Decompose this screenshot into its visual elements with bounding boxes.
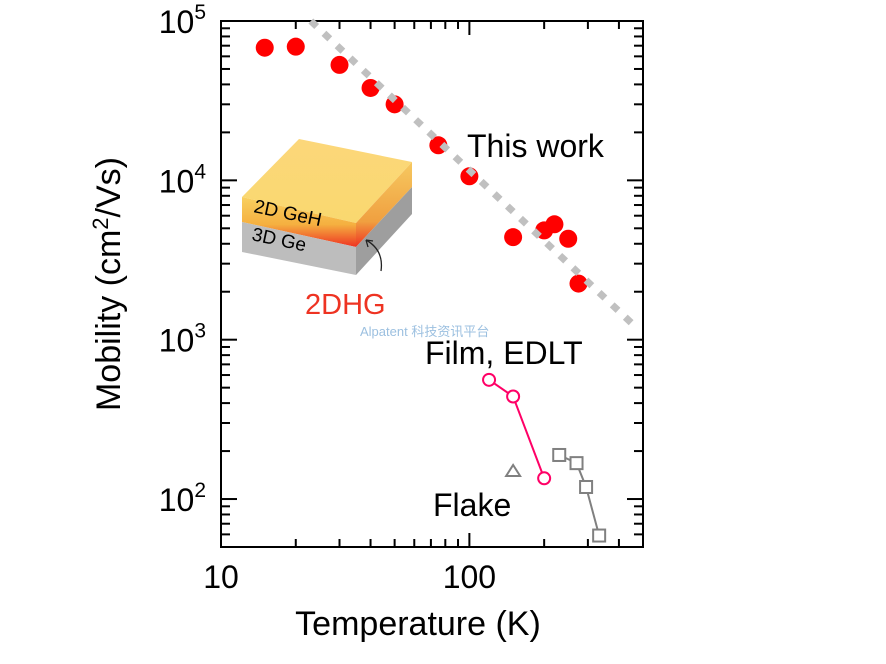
data-point <box>571 457 583 469</box>
data-point <box>483 374 495 386</box>
watermark: Alpatent 科技资讯平台 <box>360 324 489 339</box>
data-point <box>580 481 592 493</box>
series-film-edlt <box>483 374 550 484</box>
x-tick-label: 100 <box>443 559 496 595</box>
y-tick-label: 105 <box>159 1 206 40</box>
mobility-chart: 10 100 102 103 104 105 Temperature (K) Mobil… <box>0 0 886 664</box>
data-point <box>287 38 305 56</box>
y-axis-label: Mobility (cm2/Vs) <box>88 157 128 411</box>
annotation-film-edlt: Film, EDLT <box>425 335 583 371</box>
data-point <box>593 530 605 542</box>
inset-interface-label: 2DHG <box>305 289 386 321</box>
layer-structure-inset: 2D GeH 3D Ge 2DHG <box>242 139 412 321</box>
x-axis-label: Temperature (K) <box>295 605 541 643</box>
y-tick-label: 104 <box>159 160 207 199</box>
y-tick-label: 102 <box>159 479 206 518</box>
annotation-flake: Flake <box>433 487 511 523</box>
x-tick-label: 10 <box>203 559 239 595</box>
data-point <box>331 56 349 74</box>
data-point <box>256 39 274 57</box>
series-series-4 <box>553 449 605 542</box>
annotation-this-work: This work <box>467 128 605 164</box>
data-point <box>538 472 550 484</box>
data-series <box>256 21 635 542</box>
y-tick-labels: 102 103 104 105 <box>159 1 207 518</box>
data-point <box>504 228 522 246</box>
x-tick-labels: 10 100 <box>203 559 496 595</box>
data-point <box>553 449 565 461</box>
series-flake <box>506 465 520 476</box>
data-point <box>559 230 577 248</box>
y-tick-label: 103 <box>159 320 206 359</box>
chart-figure: 10 100 102 103 104 105 Temperature (K) Mobil… <box>0 0 886 664</box>
data-point <box>545 215 563 233</box>
data-point <box>507 391 519 403</box>
data-point <box>506 465 520 476</box>
